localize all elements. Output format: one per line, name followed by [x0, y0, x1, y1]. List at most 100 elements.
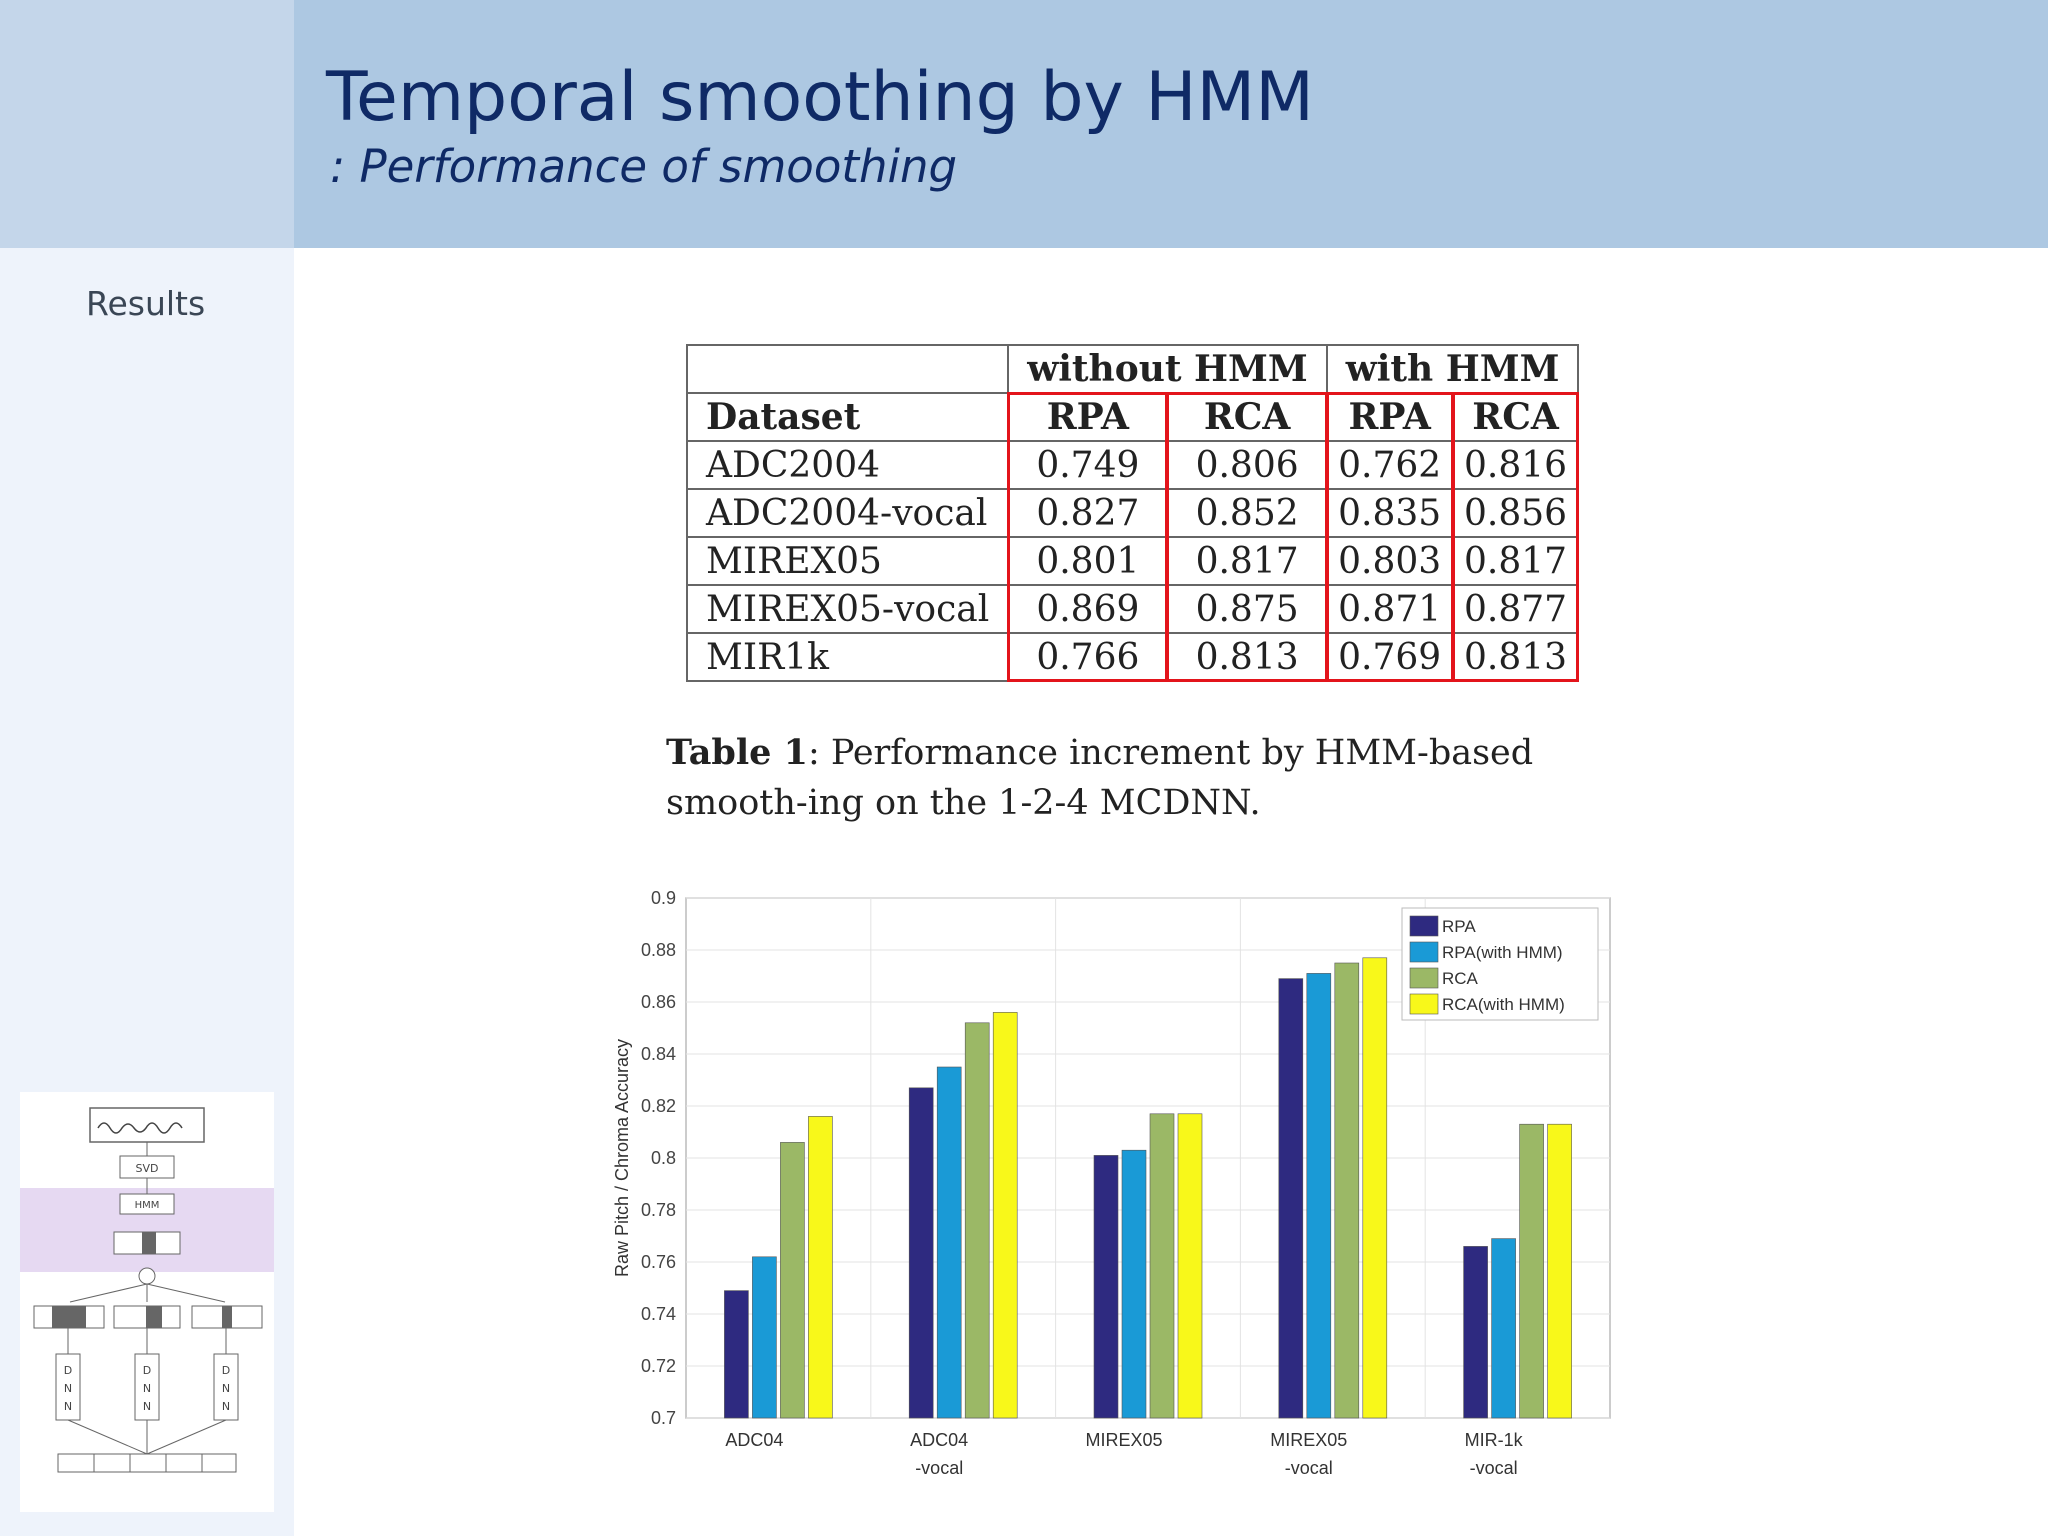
y-tick-label: 0.86 [641, 992, 676, 1012]
bar-chart: 0.7 0.72 0.74 0.76 0.78 0.8 0.82 0.84 0.86 0.88 0.… [612, 888, 1611, 1478]
col-header-rpa: RPA [1007, 392, 1169, 442]
legend-label: RPA(with HMM) [1442, 943, 1563, 962]
x-tick-label: ADC04 [910, 1430, 968, 1450]
legend-swatch [1409, 967, 1439, 989]
x-tick-label: -vocal [915, 1458, 963, 1478]
value-cell: 0.817 [1451, 536, 1580, 586]
slide-header [294, 0, 2048, 248]
x-tick-label: -vocal [1470, 1458, 1518, 1478]
value-cell: 0.852 [1166, 488, 1328, 538]
legend-label: RPA [1442, 917, 1476, 936]
y-tick-label: 0.9 [651, 888, 676, 908]
value-cell: 0.766 [1007, 632, 1169, 682]
table-header-row: Dataset RPA RCA RPA RCA [685, 392, 1580, 442]
x-tick-label: MIREX05 [1270, 1430, 1347, 1450]
table-row: MIREX05 0.801 0.817 0.803 0.817 [685, 536, 1580, 586]
value-cell: 0.749 [1007, 440, 1169, 490]
value-cell: 0.816 [1451, 440, 1580, 490]
value-cell: 0.877 [1451, 584, 1580, 634]
bar [1334, 962, 1360, 1419]
value-cell: 0.871 [1325, 584, 1454, 634]
bar [1177, 1113, 1203, 1419]
bar [908, 1087, 934, 1419]
value-cell: 0.817 [1166, 536, 1328, 586]
col-header-rca: RCA [1166, 392, 1328, 442]
y-tick-label: 0.72 [641, 1356, 676, 1376]
section-label: Results [86, 284, 206, 323]
bar [808, 1116, 833, 1419]
value-cell: 0.801 [1007, 536, 1169, 586]
bar [752, 1256, 777, 1419]
y-tick-label: 0.74 [641, 1304, 676, 1324]
legend-swatch [1409, 993, 1439, 1015]
dataset-cell: ADC2004 [685, 440, 1010, 490]
bar [936, 1066, 962, 1419]
table-corner-cell [685, 344, 1010, 394]
legend-swatch [1409, 941, 1439, 963]
slide-title: Temporal smoothing by HMM [326, 58, 1314, 137]
bar [964, 1022, 990, 1419]
x-tick-label: -vocal [1285, 1458, 1333, 1478]
value-cell: 0.806 [1166, 440, 1328, 490]
bar [1149, 1113, 1175, 1419]
slide-subtitle: : Performance of smoothing [330, 140, 958, 193]
legend-label: RCA(with HMM) [1442, 995, 1565, 1014]
x-tick-label: MIREX05 [1085, 1430, 1162, 1450]
value-cell: 0.769 [1325, 632, 1454, 682]
bar [1463, 1246, 1488, 1419]
hmm-label: HMM [135, 1200, 160, 1211]
table-row: ADC2004-vocal 0.827 0.852 0.835 0.856 [685, 488, 1580, 538]
col-header-rca-hmm: RCA [1451, 392, 1580, 442]
legend-swatch [1409, 915, 1439, 937]
group-header-without-hmm: without HMM [1007, 344, 1328, 394]
legend-label: RCA [1442, 969, 1479, 988]
value-cell: 0.803 [1325, 536, 1454, 586]
x-tick-label: ADC04 [725, 1430, 783, 1450]
y-axis-label: Raw Pitch / Chroma Accuracy [612, 1039, 632, 1277]
svd-label: SVD [136, 1162, 159, 1175]
results-table: without HMM with HMM Dataset RPA RCA RPA… [685, 344, 1580, 682]
caption-text: : Performance increment by HMM-based smo… [666, 733, 1534, 823]
value-cell: 0.869 [1007, 584, 1169, 634]
col-header-dataset: Dataset [685, 392, 1010, 442]
value-cell: 0.827 [1007, 488, 1169, 538]
bar [1547, 1123, 1572, 1419]
col-header-rpa-hmm: RPA [1325, 392, 1454, 442]
dataset-cell: MIREX05 [685, 536, 1010, 586]
y-tick-label: 0.76 [641, 1252, 676, 1272]
bar [1306, 973, 1332, 1419]
bar [1362, 957, 1388, 1419]
value-cell: 0.813 [1166, 632, 1328, 682]
value-cell: 0.813 [1451, 632, 1580, 682]
bar [1093, 1155, 1119, 1419]
bar [992, 1012, 1018, 1419]
y-tick-label: 0.78 [641, 1200, 676, 1220]
value-cell: 0.875 [1166, 584, 1328, 634]
y-tick-label: 0.88 [641, 940, 676, 960]
table-group-header-row: without HMM with HMM [685, 344, 1580, 394]
y-tick-label: 0.84 [641, 1044, 676, 1064]
table-row: MIREX05-vocal 0.869 0.875 0.871 0.877 [685, 584, 1580, 634]
table-row: ADC2004 0.749 0.806 0.762 0.816 [685, 440, 1580, 490]
bar [1278, 978, 1304, 1419]
y-tick-label: 0.8 [651, 1148, 676, 1168]
value-cell: 0.835 [1325, 488, 1454, 538]
value-cell: 0.856 [1451, 488, 1580, 538]
bar [1519, 1123, 1544, 1419]
table-caption: Table 1: Performance increment by HMM-ba… [666, 728, 1606, 828]
dataset-cell: MIREX05-vocal [685, 584, 1010, 634]
value-cell: 0.762 [1325, 440, 1454, 490]
y-tick-label: 0.7 [651, 1408, 676, 1428]
bar [780, 1142, 805, 1419]
bar [724, 1290, 749, 1419]
dataset-cell: ADC2004-vocal [685, 488, 1010, 538]
bar [1491, 1238, 1516, 1419]
dataset-cell: MIR1k [685, 632, 1010, 682]
bar [1121, 1149, 1147, 1419]
x-tick-label: MIR-1k [1465, 1430, 1524, 1450]
